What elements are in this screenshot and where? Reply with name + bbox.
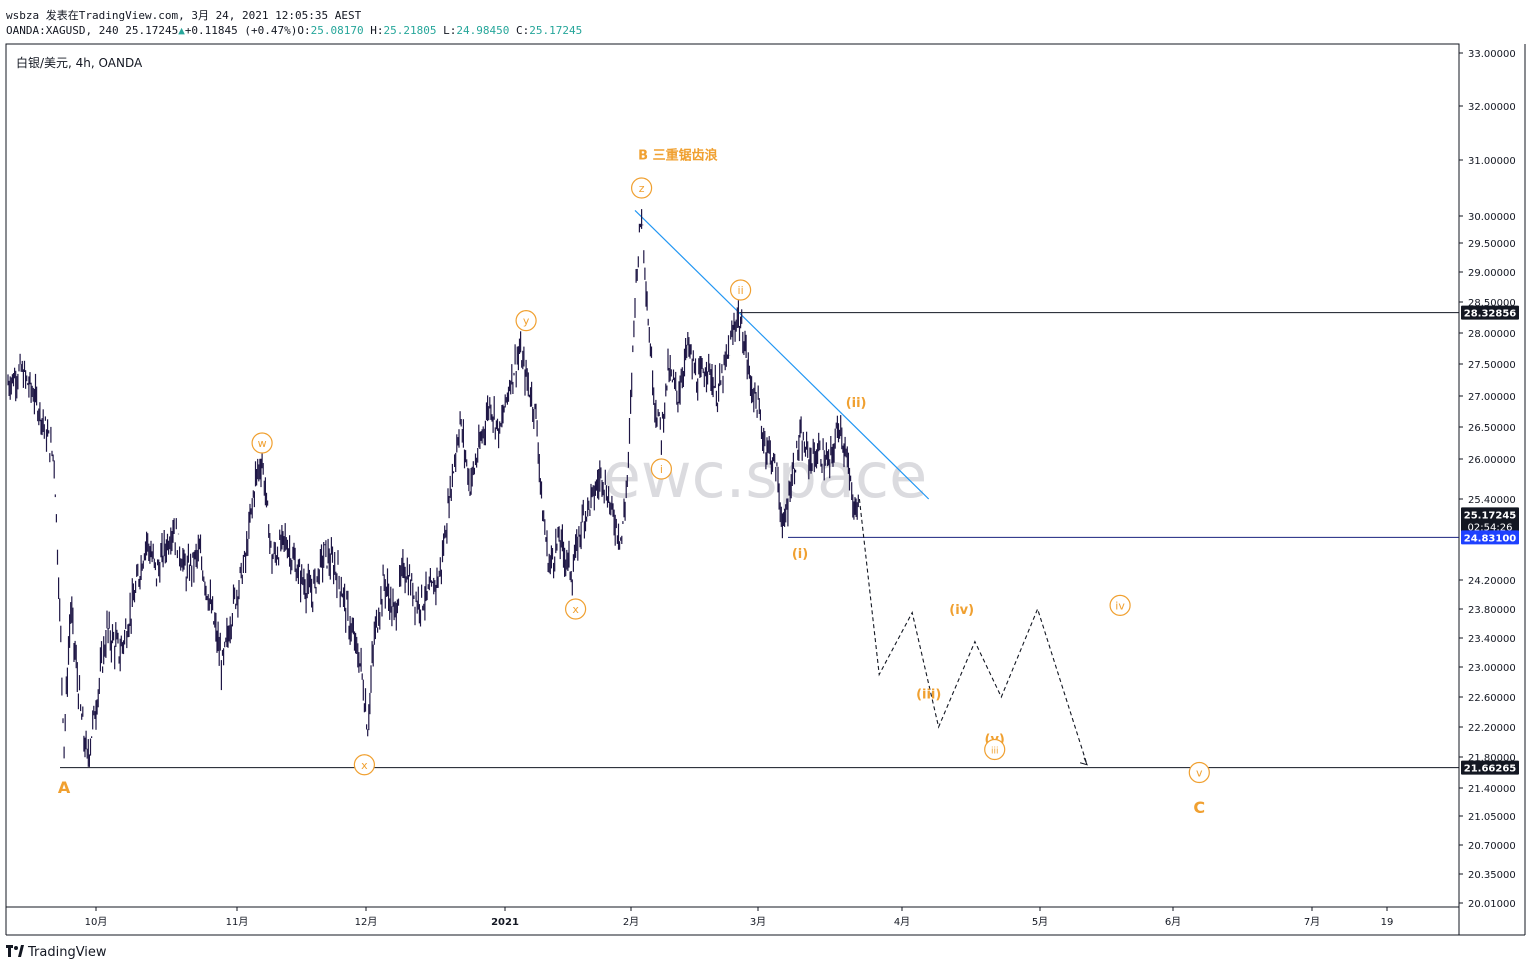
- symbol-label: OANDA:XAGUSD, 240 25.17245: [6, 24, 179, 37]
- price-tag-label: 24.83100: [1464, 533, 1517, 544]
- y-tick-label: 31.00000: [1468, 156, 1516, 167]
- x-tick-label: 6月: [1165, 916, 1181, 928]
- price-tag-label: 28.32856: [1464, 309, 1517, 320]
- wave-label: w: [258, 437, 267, 450]
- tradingview-logo[interactable]: TradingView: [6, 945, 107, 960]
- x-tick-label: 11月: [226, 916, 249, 928]
- wave-label: (iv): [949, 603, 974, 618]
- y-tick-label: 30.00000: [1468, 212, 1516, 223]
- y-tick-label: 23.40000: [1468, 634, 1516, 645]
- tradingview-brand: TradingView: [28, 945, 107, 960]
- x-tick-label: 4月: [894, 916, 910, 928]
- wave-label-circle: [251, 432, 273, 454]
- wave-label: A: [58, 778, 71, 797]
- close-value: 25.17245: [529, 24, 583, 37]
- y-tick-label: 25.40000: [1468, 495, 1516, 506]
- wave-label: ii: [738, 284, 744, 297]
- wave-label: x: [572, 603, 579, 616]
- wave-label: x: [361, 759, 368, 772]
- wave-label-circle: [984, 738, 1006, 761]
- y-tick-label: 29.50000: [1468, 239, 1516, 250]
- publish-info: wsbza 发表在TradingView.com, 3月 24, 2021 12…: [6, 9, 362, 22]
- y-tick-label: 23.80000: [1468, 605, 1516, 616]
- price-tag-label: 25.17245: [1464, 510, 1517, 521]
- wave-label: i: [660, 463, 663, 476]
- y-tick-label: 20.01000: [1468, 899, 1516, 910]
- y-tick-label: 27.50000: [1468, 360, 1516, 371]
- wave-label: (i): [792, 547, 808, 562]
- wave-label-circle: [353, 754, 375, 776]
- close-label: C:: [515, 24, 530, 37]
- y-tick-label: 26.50000: [1468, 423, 1516, 434]
- low-label: L:: [443, 24, 457, 37]
- wave-label: (ii): [846, 396, 867, 411]
- x-tick-label: 12月: [355, 916, 378, 928]
- projection-path: [858, 498, 1088, 765]
- open-label: O:: [297, 24, 311, 37]
- y-tick-label: 21.80000: [1468, 753, 1516, 764]
- y-tick-label: 33.00000: [1468, 49, 1516, 60]
- wave-label: C: [1193, 798, 1205, 817]
- symbol-ohlc-line: OANDA:XAGUSD, 240 25.17245▲+0.11845 (+0.…: [6, 24, 582, 37]
- y-tick-label: 27.00000: [1468, 392, 1516, 403]
- wave-label: z: [639, 182, 645, 195]
- wave-label-circle: [650, 458, 673, 480]
- candles: [7, 209, 859, 767]
- price-tag: [1461, 507, 1519, 534]
- y-tick-label: 24.20000: [1468, 576, 1516, 587]
- up-arrow-icon: ▲: [178, 24, 185, 37]
- wave-label: iv: [1115, 599, 1125, 612]
- y-tick-label: 23.00000: [1468, 663, 1516, 674]
- x-tick-label: 3月: [750, 916, 766, 928]
- wave-label: y: [523, 315, 530, 328]
- y-tick-label: 32.00000: [1468, 102, 1516, 113]
- countdown-label: 02:54:26: [1468, 522, 1513, 533]
- wave-label-circle: [630, 177, 653, 199]
- y-tick-label: 28.00000: [1468, 329, 1516, 340]
- plot-frame: [5, 43, 1460, 908]
- y-tick-label: 22.60000: [1468, 693, 1516, 704]
- y-tick-label: 26.00000: [1468, 455, 1516, 466]
- open-value: 25.08170: [310, 24, 364, 37]
- x-tick-label: 2月: [623, 916, 639, 928]
- wave-label-circle: [1188, 761, 1210, 784]
- chart-title: 白银/美元, 4h, OANDA: [16, 55, 143, 70]
- wave-label: v: [1196, 767, 1203, 780]
- trend-line: [634, 209, 930, 500]
- high-value: 25.21805: [383, 24, 437, 37]
- price-tag: [1461, 530, 1519, 545]
- wave-label-circle: [1109, 594, 1131, 616]
- y-tick-label: 22.20000: [1468, 723, 1516, 734]
- x-tick-label: 5月: [1032, 916, 1048, 928]
- x-tick-label: 10月: [85, 916, 108, 928]
- y-tick-label: 28.50000: [1468, 298, 1516, 309]
- y-tick-label: 21.40000: [1468, 784, 1516, 795]
- x-tick-label: 2021: [491, 917, 519, 928]
- wave-label: (iii): [916, 687, 941, 702]
- x-tick-label: 7月: [1304, 916, 1320, 928]
- wave-label-circle: [729, 279, 752, 301]
- wave-label-circle: [515, 310, 537, 332]
- y-tick-label: 29.00000: [1468, 268, 1516, 279]
- high-label: H:: [370, 24, 384, 37]
- tradingview-logo-icon: [6, 945, 24, 959]
- price-tag-label: 21.66265: [1464, 764, 1517, 775]
- price-tag: [1461, 305, 1519, 320]
- projection-arrow-head: [1079, 757, 1088, 766]
- y-tick-label: 21.05000: [1468, 812, 1516, 823]
- price-tag: [1461, 760, 1519, 775]
- wave-label: B 三重锯齿浪: [638, 148, 717, 164]
- y-tick-label: 20.70000: [1468, 841, 1516, 852]
- low-value: 24.98450: [456, 24, 510, 37]
- wave-label-circle: [564, 598, 587, 620]
- wave-label: iii: [991, 747, 999, 757]
- x-tick-label: 19: [1381, 917, 1394, 928]
- y-tick-label: 20.35000: [1468, 870, 1516, 881]
- change-value: +0.11845 (+0.47%): [184, 24, 298, 37]
